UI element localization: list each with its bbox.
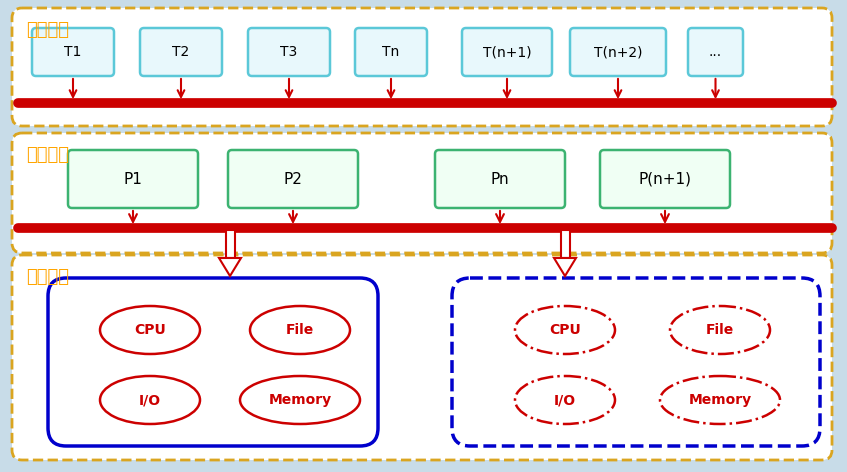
Ellipse shape [100,306,200,354]
Text: File: File [706,323,734,337]
Ellipse shape [240,376,360,424]
FancyBboxPatch shape [688,28,743,76]
Text: 线程调度: 线程调度 [26,21,69,39]
Ellipse shape [515,306,615,354]
FancyBboxPatch shape [48,278,378,446]
FancyBboxPatch shape [228,150,358,208]
FancyBboxPatch shape [355,28,427,76]
Text: ...: ... [709,45,722,59]
Text: CPU: CPU [134,323,166,337]
Text: P2: P2 [284,171,302,186]
FancyBboxPatch shape [600,150,730,208]
FancyBboxPatch shape [12,8,832,126]
Text: I/O: I/O [554,393,576,407]
Text: T1: T1 [64,45,81,59]
FancyBboxPatch shape [12,255,832,460]
Polygon shape [554,258,576,276]
FancyBboxPatch shape [68,150,198,208]
Polygon shape [219,258,241,276]
Text: CPU: CPU [549,323,581,337]
Text: T2: T2 [173,45,190,59]
Text: T3: T3 [280,45,297,59]
Ellipse shape [100,376,200,424]
FancyBboxPatch shape [32,28,114,76]
Text: Memory: Memory [689,393,751,407]
Text: 负载均衡: 负载均衡 [26,268,69,286]
FancyBboxPatch shape [452,278,820,446]
FancyBboxPatch shape [12,133,832,253]
Text: I/O: I/O [139,393,161,407]
FancyBboxPatch shape [248,28,330,76]
Text: File: File [286,323,314,337]
Ellipse shape [250,306,350,354]
Text: T(n+1): T(n+1) [483,45,531,59]
Ellipse shape [670,306,770,354]
Text: Tn: Tn [382,45,400,59]
Ellipse shape [660,376,780,424]
FancyBboxPatch shape [140,28,222,76]
Bar [561,230,569,258]
Ellipse shape [515,376,615,424]
Text: T(n+2): T(n+2) [594,45,642,59]
Text: Pn: Pn [490,171,509,186]
FancyBboxPatch shape [570,28,666,76]
Text: P(n+1): P(n+1) [639,171,691,186]
Text: 进程调度: 进程调度 [26,146,69,164]
FancyBboxPatch shape [435,150,565,208]
Text: Memory: Memory [268,393,331,407]
Bar [225,230,235,258]
FancyBboxPatch shape [462,28,552,76]
Text: P1: P1 [124,171,142,186]
